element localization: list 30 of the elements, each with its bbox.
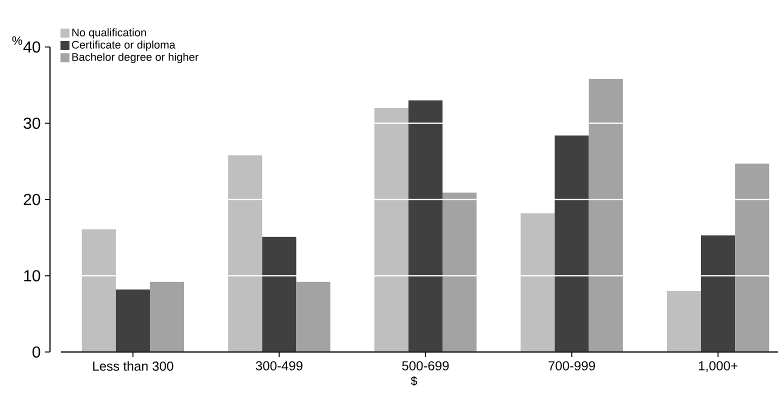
y-tick-label: 40 [23,41,40,53]
legend-label: Certificate or diploma [72,40,176,51]
y-tick-label: 20 [24,194,40,206]
legend-label: No qualification [72,28,146,39]
bar [408,100,443,352]
x-axis-title: $ [410,376,418,386]
y-tick-label: 0 [32,346,40,358]
bar [735,164,770,352]
x-tick-label: 500-699 [402,361,449,370]
bar [588,79,623,352]
bar [442,192,477,352]
bar [150,282,184,352]
bar [374,108,408,352]
bar [228,155,262,352]
bar [116,289,150,352]
x-tick-label: 300-499 [256,361,302,370]
legend-label: Bachelor degree or higher [72,52,198,64]
x-tick-label: 700-999 [548,361,595,370]
bar [520,213,555,352]
x-tick-label: 1,000+ [698,361,738,372]
bar [700,235,736,352]
bar [296,282,330,352]
y-tick-label: 10 [24,270,40,282]
y-tick-label: 30 [24,118,40,129]
bar [554,135,589,352]
bar [82,229,116,352]
bar [666,291,701,352]
y-axis-title: % [12,36,22,45]
x-tick-label: Less than 300 [93,361,174,371]
bar [262,236,296,352]
